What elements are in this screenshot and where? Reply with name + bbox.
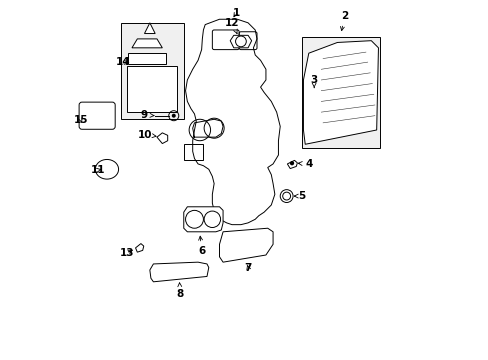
Text: 6: 6 [198,236,205,256]
Text: 14: 14 [116,57,130,67]
Polygon shape [183,207,223,232]
Polygon shape [219,228,272,262]
Text: 11: 11 [91,165,105,175]
Polygon shape [144,23,155,33]
Circle shape [289,161,294,165]
Polygon shape [185,19,280,225]
Text: 1: 1 [232,8,240,18]
Polygon shape [132,39,162,48]
Text: 7: 7 [244,262,251,273]
Text: 13: 13 [119,248,134,258]
Polygon shape [128,53,165,64]
Polygon shape [135,244,143,252]
Polygon shape [157,133,167,144]
Bar [301,37,380,148]
Text: 12: 12 [224,18,239,33]
Polygon shape [230,35,251,48]
Text: 4: 4 [298,159,312,169]
Polygon shape [149,262,208,282]
Circle shape [171,114,175,118]
Bar [121,23,183,119]
Polygon shape [126,66,176,112]
Text: 10: 10 [138,130,156,140]
Text: 8: 8 [176,283,183,299]
Polygon shape [303,41,378,144]
Bar [183,144,203,160]
Text: 2: 2 [340,11,347,31]
Text: 3: 3 [310,75,317,88]
Text: 5: 5 [294,191,305,201]
Text: 9: 9 [141,110,154,120]
Polygon shape [287,160,297,168]
Text: 15: 15 [74,115,88,125]
